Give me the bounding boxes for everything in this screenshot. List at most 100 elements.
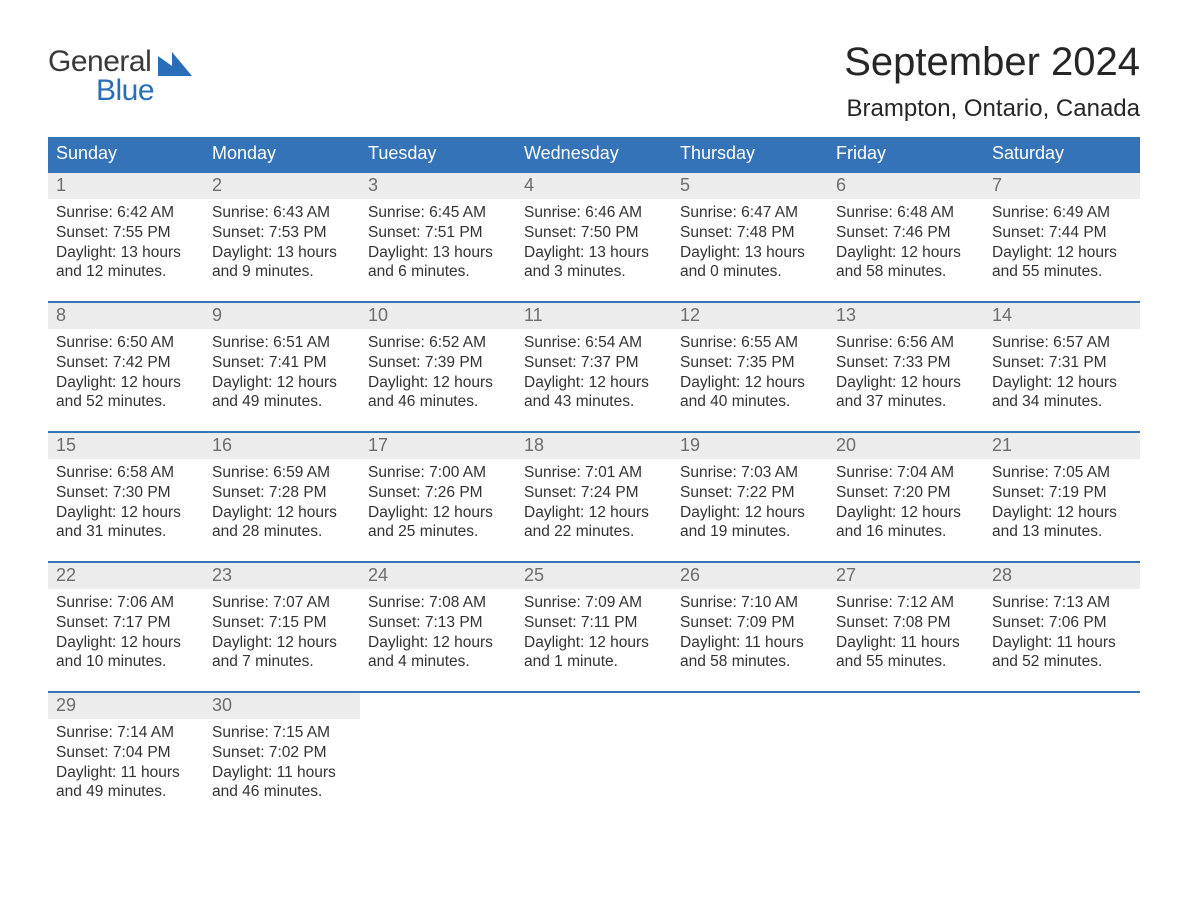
- sunrise-text: Sunrise: 7:07 AM: [212, 593, 352, 613]
- day-number: 19: [672, 433, 828, 459]
- day-cell: .: [360, 693, 516, 812]
- sunset-text: Sunset: 7:11 PM: [524, 613, 664, 633]
- sunrise-text: Sunrise: 7:04 AM: [836, 463, 976, 483]
- day-header-monday: Monday: [204, 137, 360, 171]
- day-body: Sunrise: 6:47 AMSunset: 7:48 PMDaylight:…: [672, 199, 828, 292]
- day-number: 24: [360, 563, 516, 589]
- logo-text: General Blue: [48, 48, 154, 105]
- day-header-sunday: Sunday: [48, 137, 204, 171]
- day-body: Sunrise: 6:43 AMSunset: 7:53 PMDaylight:…: [204, 199, 360, 292]
- daylight-text: Daylight: 12 hours and 37 minutes.: [836, 373, 976, 413]
- sunset-text: Sunset: 7:31 PM: [992, 353, 1132, 373]
- sunset-text: Sunset: 7:08 PM: [836, 613, 976, 633]
- logo-flag-icon: [158, 52, 192, 76]
- day-cell: 11Sunrise: 6:54 AMSunset: 7:37 PMDayligh…: [516, 303, 672, 431]
- day-number: 14: [984, 303, 1140, 329]
- daylight-text: Daylight: 12 hours and 34 minutes.: [992, 373, 1132, 413]
- day-cell: 7Sunrise: 6:49 AMSunset: 7:44 PMDaylight…: [984, 173, 1140, 301]
- sunrise-text: Sunrise: 6:42 AM: [56, 203, 196, 223]
- day-header-row: SundayMondayTuesdayWednesdayThursdayFrid…: [48, 137, 1140, 171]
- day-cell: 1Sunrise: 6:42 AMSunset: 7:55 PMDaylight…: [48, 173, 204, 301]
- sunset-text: Sunset: 7:42 PM: [56, 353, 196, 373]
- week-row: 22Sunrise: 7:06 AMSunset: 7:17 PMDayligh…: [48, 561, 1140, 691]
- day-cell: 9Sunrise: 6:51 AMSunset: 7:41 PMDaylight…: [204, 303, 360, 431]
- sunrise-text: Sunrise: 7:13 AM: [992, 593, 1132, 613]
- sunrise-text: Sunrise: 6:56 AM: [836, 333, 976, 353]
- sunrise-text: Sunrise: 6:45 AM: [368, 203, 508, 223]
- week-row: 1Sunrise: 6:42 AMSunset: 7:55 PMDaylight…: [48, 171, 1140, 301]
- sunrise-text: Sunrise: 7:00 AM: [368, 463, 508, 483]
- sunrise-text: Sunrise: 6:58 AM: [56, 463, 196, 483]
- sunrise-text: Sunrise: 6:50 AM: [56, 333, 196, 353]
- day-body: Sunrise: 7:12 AMSunset: 7:08 PMDaylight:…: [828, 589, 984, 682]
- day-body: Sunrise: 7:00 AMSunset: 7:26 PMDaylight:…: [360, 459, 516, 552]
- daylight-text: Daylight: 12 hours and 49 minutes.: [212, 373, 352, 413]
- sunrise-text: Sunrise: 7:15 AM: [212, 723, 352, 743]
- sunset-text: Sunset: 7:19 PM: [992, 483, 1132, 503]
- sunrise-text: Sunrise: 6:47 AM: [680, 203, 820, 223]
- day-cell: 8 Sunrise: 6:50 AMSunset: 7:42 PMDaylight…: [48, 303, 204, 431]
- title-block: September 2024 Brampton, Ontario, Canada: [844, 40, 1140, 123]
- sunset-text: Sunset: 7:44 PM: [992, 223, 1132, 243]
- sunrise-text: Sunrise: 7:12 AM: [836, 593, 976, 613]
- day-number: 12: [672, 303, 828, 329]
- sunrise-text: Sunrise: 7:06 AM: [56, 593, 196, 613]
- day-number: 17: [360, 433, 516, 459]
- day-cell: 2Sunrise: 6:43 AMSunset: 7:53 PMDaylight…: [204, 173, 360, 301]
- day-number: 8: [48, 303, 204, 329]
- weeks-container: 1Sunrise: 6:42 AMSunset: 7:55 PMDaylight…: [48, 171, 1140, 812]
- day-number: 7: [984, 173, 1140, 199]
- daylight-text: Daylight: 11 hours and 49 minutes.: [56, 763, 196, 803]
- day-body: Sunrise: 6:46 AMSunset: 7:50 PMDaylight:…: [516, 199, 672, 292]
- day-number: 11: [516, 303, 672, 329]
- day-cell: 23Sunrise: 7:07 AMSunset: 7:15 PMDayligh…: [204, 563, 360, 691]
- day-cell: 18Sunrise: 7:01 AMSunset: 7:24 PMDayligh…: [516, 433, 672, 561]
- daylight-text: Daylight: 12 hours and 40 minutes.: [680, 373, 820, 413]
- day-number: 27: [828, 563, 984, 589]
- sunrise-text: Sunrise: 7:01 AM: [524, 463, 664, 483]
- day-cell: 22Sunrise: 7:06 AMSunset: 7:17 PMDayligh…: [48, 563, 204, 691]
- day-cell: 21Sunrise: 7:05 AMSunset: 7:19 PMDayligh…: [984, 433, 1140, 561]
- day-number: 30: [204, 693, 360, 719]
- day-body: Sunrise: 6:58 AMSunset: 7:30 PMDaylight:…: [48, 459, 204, 552]
- day-cell: 25Sunrise: 7:09 AMSunset: 7:11 PMDayligh…: [516, 563, 672, 691]
- day-number: 3: [360, 173, 516, 199]
- daylight-text: Daylight: 11 hours and 46 minutes.: [212, 763, 352, 803]
- daylight-text: Daylight: 13 hours and 9 minutes.: [212, 243, 352, 283]
- day-number: 13: [828, 303, 984, 329]
- day-body: Sunrise: 6:52 AMSunset: 7:39 PMDaylight:…: [360, 329, 516, 422]
- sunset-text: Sunset: 7:22 PM: [680, 483, 820, 503]
- daylight-text: Daylight: 11 hours and 52 minutes.: [992, 633, 1132, 673]
- day-cell: 16Sunrise: 6:59 AMSunset: 7:28 PMDayligh…: [204, 433, 360, 561]
- day-body: Sunrise: 7:15 AMSunset: 7:02 PMDaylight:…: [204, 719, 360, 812]
- day-number: 6: [828, 173, 984, 199]
- day-cell: .: [984, 693, 1140, 812]
- day-number: 15: [48, 433, 204, 459]
- day-number: 2: [204, 173, 360, 199]
- day-cell: 6Sunrise: 6:48 AMSunset: 7:46 PMDaylight…: [828, 173, 984, 301]
- daylight-text: Daylight: 13 hours and 0 minutes.: [680, 243, 820, 283]
- daylight-text: Daylight: 12 hours and 1 minute.: [524, 633, 664, 673]
- sunrise-text: Sunrise: 6:51 AM: [212, 333, 352, 353]
- day-cell: 12Sunrise: 6:55 AMSunset: 7:35 PMDayligh…: [672, 303, 828, 431]
- day-header-saturday: Saturday: [984, 137, 1140, 171]
- day-header-wednesday: Wednesday: [516, 137, 672, 171]
- sunset-text: Sunset: 7:41 PM: [212, 353, 352, 373]
- location-title: Brampton, Ontario, Canada: [844, 95, 1140, 123]
- daylight-text: Daylight: 12 hours and 7 minutes.: [212, 633, 352, 673]
- daylight-text: Daylight: 12 hours and 10 minutes.: [56, 633, 196, 673]
- sunset-text: Sunset: 7:48 PM: [680, 223, 820, 243]
- day-cell: 13Sunrise: 6:56 AMSunset: 7:33 PMDayligh…: [828, 303, 984, 431]
- day-body: Sunrise: 7:07 AMSunset: 7:15 PMDaylight:…: [204, 589, 360, 682]
- day-body: Sunrise: 6:59 AMSunset: 7:28 PMDaylight:…: [204, 459, 360, 552]
- sunset-text: Sunset: 7:09 PM: [680, 613, 820, 633]
- sunset-text: Sunset: 7:37 PM: [524, 353, 664, 373]
- daylight-text: Daylight: 12 hours and 43 minutes.: [524, 373, 664, 413]
- day-cell: 30Sunrise: 7:15 AMSunset: 7:02 PMDayligh…: [204, 693, 360, 812]
- day-header-friday: Friday: [828, 137, 984, 171]
- daylight-text: Daylight: 12 hours and 4 minutes.: [368, 633, 508, 673]
- daylight-text: Daylight: 12 hours and 52 minutes.: [56, 373, 196, 413]
- day-body: Sunrise: 7:05 AMSunset: 7:19 PMDaylight:…: [984, 459, 1140, 552]
- day-number: 28: [984, 563, 1140, 589]
- sunset-text: Sunset: 7:28 PM: [212, 483, 352, 503]
